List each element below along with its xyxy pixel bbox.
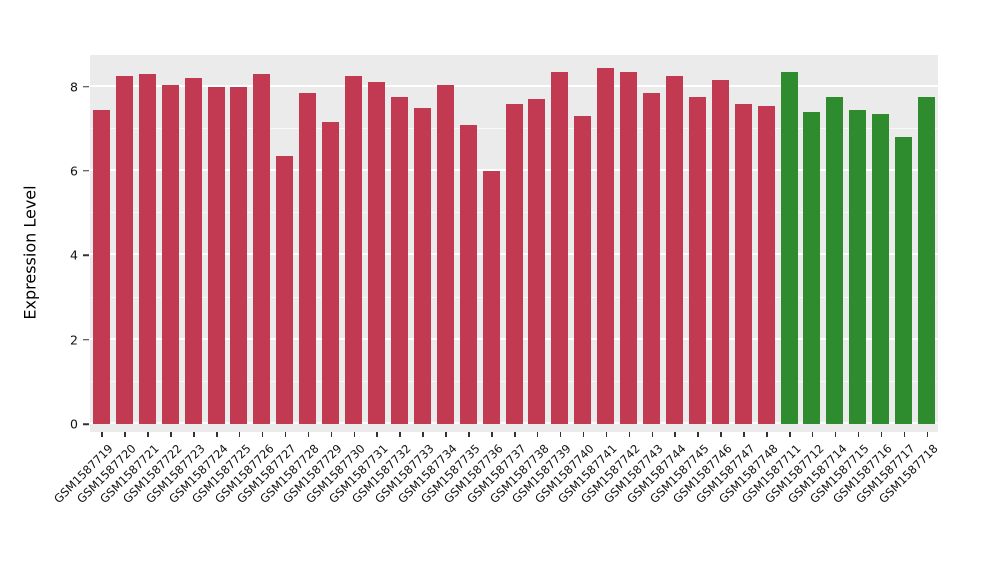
plot-panel	[90, 55, 938, 432]
bar	[872, 114, 890, 424]
x-tick-mark	[193, 432, 195, 437]
y-tick-mark	[83, 85, 89, 88]
x-tick-mark	[238, 432, 241, 437]
bar	[276, 156, 294, 424]
x-tick-mark	[903, 432, 906, 437]
x-tick-mark	[766, 432, 768, 437]
x-tick-mark	[514, 432, 516, 437]
x-tick-mark	[284, 432, 287, 437]
y-tick-label: 6	[70, 163, 78, 179]
bar	[413, 107, 431, 424]
bar	[161, 84, 179, 424]
x-tick-mark	[926, 432, 929, 437]
y-tick-mark	[83, 170, 89, 172]
bar	[299, 92, 317, 424]
x-tick-mark	[697, 432, 699, 437]
bar	[780, 71, 798, 424]
bar	[528, 99, 546, 424]
bar	[643, 92, 660, 424]
x-tick-mark	[834, 432, 837, 437]
y-tick-label: 8	[70, 79, 78, 95]
x-tick-mark	[811, 432, 814, 437]
bar	[734, 103, 752, 424]
y-tick-mark	[83, 423, 89, 425]
bar	[207, 86, 225, 424]
bar	[597, 67, 615, 424]
x-tick-mark	[170, 432, 172, 437]
x-tick-mark	[261, 432, 264, 437]
bar	[826, 97, 844, 424]
x-tick-mark	[582, 432, 585, 437]
x-tick-mark	[422, 432, 424, 437]
x-tick-mark	[720, 432, 722, 437]
x-tick-mark	[330, 432, 333, 437]
bar	[115, 76, 133, 424]
bar	[849, 109, 867, 424]
x-tick-mark	[491, 432, 493, 437]
x-tick-mark	[743, 432, 745, 437]
gridline-major	[90, 84, 938, 87]
y-tick-label: 0	[70, 416, 78, 432]
x-tick-mark	[353, 432, 356, 437]
x-tick-mark	[445, 432, 447, 437]
bar	[367, 82, 385, 424]
x-tick-mark	[857, 432, 860, 437]
bar	[574, 116, 592, 424]
bar	[918, 97, 936, 424]
bar	[803, 111, 821, 424]
x-tick-mark	[605, 432, 608, 437]
x-tick-mark	[216, 432, 218, 437]
bar	[345, 76, 363, 424]
x-tick-mark	[124, 432, 126, 437]
bar	[505, 103, 523, 424]
x-tick-mark	[376, 432, 378, 437]
y-tick-label: 2	[70, 332, 78, 348]
x-tick-mark	[880, 432, 883, 437]
x-tick-mark	[468, 432, 470, 437]
x-tick-mark	[536, 432, 539, 437]
x-tick-mark	[147, 432, 149, 437]
bar	[482, 170, 500, 424]
bar	[757, 105, 775, 424]
x-tick-mark	[789, 432, 791, 437]
x-tick-mark	[674, 432, 676, 437]
bar	[390, 97, 408, 424]
y-axis-title: Expression Level	[20, 185, 40, 320]
bar	[459, 124, 477, 424]
bar	[322, 122, 340, 424]
x-tick-mark	[101, 432, 103, 437]
bar	[230, 86, 248, 424]
bar	[895, 137, 913, 424]
bar	[551, 71, 569, 424]
bar	[711, 80, 729, 424]
bar	[92, 109, 110, 424]
bar	[436, 84, 454, 424]
bar	[138, 73, 156, 424]
y-tick-label: 4	[70, 247, 78, 263]
bar	[688, 97, 706, 424]
y-tick-mark	[83, 338, 89, 341]
bar	[665, 76, 683, 424]
x-tick-mark	[307, 432, 310, 437]
bar	[253, 73, 271, 424]
x-tick-mark	[628, 432, 631, 437]
x-tick-mark	[559, 432, 562, 437]
x-tick-mark	[399, 432, 401, 437]
x-tick-mark	[651, 432, 653, 437]
y-tick-mark	[83, 254, 89, 257]
bar	[620, 71, 638, 424]
bar	[184, 78, 202, 424]
